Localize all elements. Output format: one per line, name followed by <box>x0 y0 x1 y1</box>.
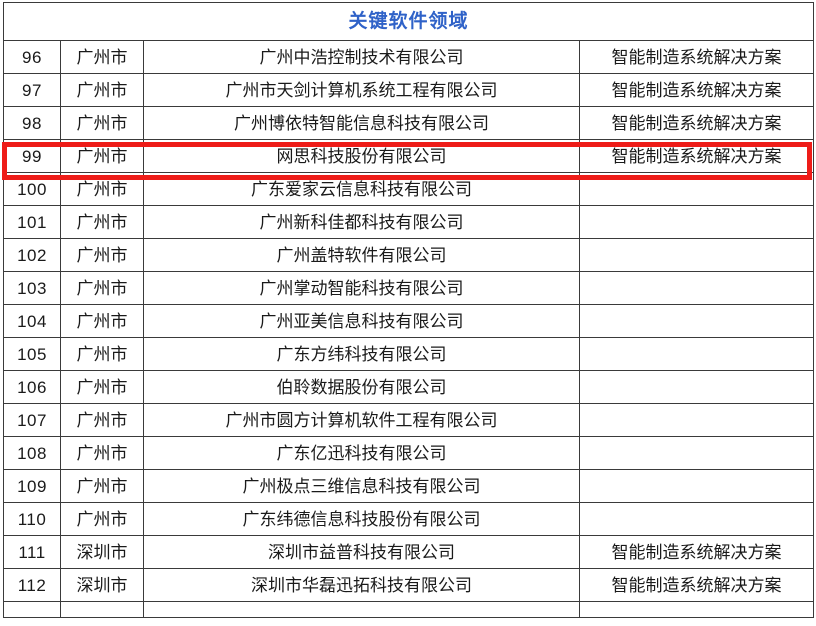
cell-index: 106 <box>3 370 61 404</box>
table-title-row: 关键软件领域 <box>2 2 815 41</box>
cell-company-name <box>143 601 580 618</box>
cell-field <box>578 172 815 206</box>
table-row[interactable]: 101 广州市 广州新科佳都科技有限公司 <box>3 205 815 239</box>
cell-company-name: 广州掌动智能科技有限公司 <box>143 271 580 305</box>
table-row[interactable] <box>3 601 815 618</box>
cell-company-name: 伯聆数据股份有限公司 <box>143 370 580 404</box>
cell-city: 广州市 <box>60 205 144 239</box>
cell-field <box>578 271 815 305</box>
cell-company-name: 广州极点三维信息科技有限公司 <box>143 469 580 503</box>
table-row[interactable]: 96 广州市 广州中浩控制技术有限公司 智能制造系统解决方案 <box>3 40 815 74</box>
cell-city: 广州市 <box>60 337 144 371</box>
table-row[interactable]: 106 广州市 伯聆数据股份有限公司 <box>3 370 815 404</box>
cell-field <box>578 469 815 503</box>
cell-field <box>578 304 815 338</box>
cell-index: 109 <box>3 469 61 503</box>
cell-company-name: 深圳市益普科技有限公司 <box>143 535 580 569</box>
cell-index: 112 <box>3 568 61 602</box>
cell-city: 广州市 <box>60 172 144 206</box>
cell-company-name: 网思科技股份有限公司 <box>143 139 580 173</box>
cell-field: 智能制造系统解决方案 <box>578 40 815 74</box>
cell-index: 104 <box>3 304 61 338</box>
table-row[interactable]: 103 广州市 广州掌动智能科技有限公司 <box>3 271 815 305</box>
cell-company-name: 深圳市华磊迅拓科技有限公司 <box>143 568 580 602</box>
cell-index: 108 <box>3 436 61 470</box>
cell-index: 107 <box>3 403 61 437</box>
cell-city <box>60 601 144 618</box>
cell-company-name: 广州中浩控制技术有限公司 <box>143 40 580 74</box>
cell-city: 深圳市 <box>60 568 144 602</box>
cell-city: 广州市 <box>60 469 144 503</box>
cell-field: 智能制造系统解决方案 <box>578 139 815 173</box>
cell-field <box>578 601 815 618</box>
cell-company-name: 广东亿迅科技有限公司 <box>143 436 580 470</box>
cell-company-name: 广州市天剑计算机系统工程有限公司 <box>143 73 580 107</box>
cell-field: 智能制造系统解决方案 <box>578 106 815 140</box>
cell-index: 97 <box>3 73 61 107</box>
page-title: 关键软件领域 <box>348 10 469 32</box>
cell-index: 96 <box>3 40 61 74</box>
table-row[interactable]: 97 广州市 广州市天剑计算机系统工程有限公司 智能制造系统解决方案 <box>3 73 815 107</box>
cell-field <box>578 403 815 437</box>
cell-city: 广州市 <box>60 73 144 107</box>
cell-city: 广州市 <box>60 436 144 470</box>
cell-city: 广州市 <box>60 304 144 338</box>
cell-index <box>3 601 61 618</box>
cell-city: 广州市 <box>60 502 144 536</box>
cell-city: 深圳市 <box>60 535 144 569</box>
cell-field <box>578 502 815 536</box>
cell-city: 广州市 <box>60 370 144 404</box>
table-title-cell: 关键软件领域 <box>2 2 815 41</box>
table-row[interactable]: 110 广州市 广东纬德信息科技股份有限公司 <box>3 502 815 536</box>
cell-index: 102 <box>3 238 61 272</box>
cell-field: 智能制造系统解决方案 <box>578 535 815 569</box>
cell-field <box>578 205 815 239</box>
cell-city: 广州市 <box>60 106 144 140</box>
table-row[interactable]: 104 广州市 广州亚美信息科技有限公司 <box>3 304 815 338</box>
cell-company-name: 广州新科佳都科技有限公司 <box>143 205 580 239</box>
cell-city: 广州市 <box>60 271 144 305</box>
table-row[interactable]: 99 广州市 网思科技股份有限公司 智能制造系统解决方案 <box>3 139 815 173</box>
table-row[interactable]: 100 广州市 广东爱家云信息科技有限公司 <box>3 172 815 206</box>
table-row[interactable]: 112 深圳市 深圳市华磊迅拓科技有限公司 智能制造系统解决方案 <box>3 568 815 602</box>
cell-index: 101 <box>3 205 61 239</box>
table-row[interactable]: 107 广州市 广州市圆方计算机软件工程有限公司 <box>3 403 815 437</box>
cell-company-name: 广东方纬科技有限公司 <box>143 337 580 371</box>
cell-index: 98 <box>3 106 61 140</box>
cell-company-name: 广州市圆方计算机软件工程有限公司 <box>143 403 580 437</box>
cell-company-name: 广州盖特软件有限公司 <box>143 238 580 272</box>
cell-field <box>578 337 815 371</box>
cell-field: 智能制造系统解决方案 <box>578 73 815 107</box>
cell-index: 100 <box>3 172 61 206</box>
table-row[interactable]: 105 广州市 广东方纬科技有限公司 <box>3 337 815 371</box>
cell-company-name: 广东爱家云信息科技有限公司 <box>143 172 580 206</box>
table-row[interactable]: 109 广州市 广州极点三维信息科技有限公司 <box>3 469 815 503</box>
cell-index: 111 <box>3 535 61 569</box>
cell-index: 110 <box>3 502 61 536</box>
cell-city: 广州市 <box>60 139 144 173</box>
cell-city: 广州市 <box>60 238 144 272</box>
cell-city: 广州市 <box>60 40 144 74</box>
cell-company-name: 广州亚美信息科技有限公司 <box>143 304 580 338</box>
table-row[interactable]: 102 广州市 广州盖特软件有限公司 <box>3 238 815 272</box>
table-row[interactable]: 108 广州市 广东亿迅科技有限公司 <box>3 436 815 470</box>
cell-field: 智能制造系统解决方案 <box>578 568 815 602</box>
table-row[interactable]: 111 深圳市 深圳市益普科技有限公司 智能制造系统解决方案 <box>3 535 815 569</box>
cell-city: 广州市 <box>60 403 144 437</box>
cell-index: 99 <box>3 139 61 173</box>
cell-index: 105 <box>3 337 61 371</box>
cell-index: 103 <box>3 271 61 305</box>
cell-company-name: 广东纬德信息科技股份有限公司 <box>143 502 580 536</box>
cell-field <box>578 436 815 470</box>
cell-company-name: 广州博依特智能信息科技有限公司 <box>143 106 580 140</box>
cell-field <box>578 238 815 272</box>
table-row[interactable]: 98 广州市 广州博依特智能信息科技有限公司 智能制造系统解决方案 <box>3 106 815 140</box>
cell-field <box>578 370 815 404</box>
